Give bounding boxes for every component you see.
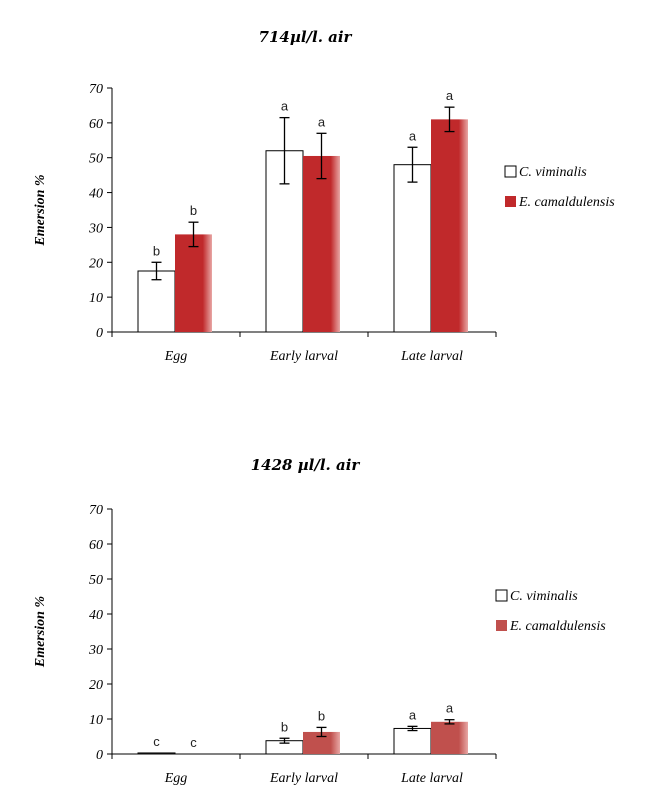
y-tick-label: 60 bbox=[89, 117, 103, 132]
y-tick-label: 70 bbox=[89, 82, 103, 97]
y-tick-label: 60 bbox=[89, 538, 103, 553]
y-tick-label: 30 bbox=[88, 221, 103, 236]
bar-ecamaldulensis-1 bbox=[303, 731, 340, 754]
legend-label: E. camaldulensis bbox=[509, 619, 606, 634]
x-tick-label: Early larval bbox=[269, 349, 338, 364]
legend-swatch bbox=[496, 620, 507, 631]
chart-title: 714µl/l. air bbox=[259, 28, 353, 46]
y-tick-label: 10 bbox=[89, 291, 103, 306]
chart-title: 1428 µl/l. air bbox=[251, 456, 361, 474]
bar-ecamaldulensis-1 bbox=[303, 155, 340, 332]
y-tick-label: 20 bbox=[89, 256, 103, 271]
significance-letter: a bbox=[318, 114, 326, 129]
significance-letter: b bbox=[153, 243, 160, 258]
legend-label: C. viminalis bbox=[510, 589, 578, 604]
y-axis-label: Emersion % bbox=[33, 596, 48, 668]
y-tick-label: 0 bbox=[96, 326, 103, 341]
x-tick-label: Early larval bbox=[269, 771, 338, 786]
y-tick-label: 10 bbox=[89, 713, 103, 728]
bar-ecamaldulensis-0 bbox=[175, 234, 212, 332]
y-tick-label: 30 bbox=[88, 643, 103, 658]
legend-label: E. camaldulensis bbox=[518, 195, 615, 210]
x-tick-label: Late larval bbox=[400, 771, 463, 786]
x-tick-label: Egg bbox=[164, 771, 188, 786]
x-tick-label: Late larval bbox=[400, 349, 463, 364]
significance-letter: b bbox=[190, 203, 197, 218]
significance-letter: a bbox=[446, 88, 454, 103]
significance-letter: a bbox=[409, 128, 417, 143]
legend-label: C. viminalis bbox=[519, 165, 587, 180]
significance-letter: a bbox=[281, 99, 289, 114]
y-tick-label: 40 bbox=[89, 187, 103, 202]
chart-panel-1: 714µl/l. air 0 10 20 30 40 50 60 70 Emersion % b b E… bbox=[0, 0, 666, 385]
significance-letter: a bbox=[409, 707, 417, 722]
bar-cviminalis-2 bbox=[393, 727, 432, 755]
significance-letter: c bbox=[153, 734, 160, 749]
significance-letter: c bbox=[190, 735, 197, 750]
significance-letter: b bbox=[318, 708, 325, 723]
legend-swatch bbox=[504, 165, 517, 178]
bar-cviminalis-0 bbox=[137, 752, 176, 755]
significance-letter: b bbox=[281, 719, 288, 734]
y-tick-label: 20 bbox=[89, 678, 103, 693]
bar-ecamaldulensis-2 bbox=[431, 721, 468, 754]
y-tick-label: 40 bbox=[89, 608, 103, 623]
y-axis-label: Emersion % bbox=[33, 174, 48, 246]
y-tick-label: 70 bbox=[89, 503, 103, 518]
legend-swatch bbox=[495, 589, 508, 602]
chart-2-svg: 1428 µl/l. air 0 10 20 30 40 50 60 70 Emersion % c… bbox=[33, 456, 606, 786]
bar-cviminalis-2 bbox=[393, 164, 432, 333]
legend-swatch bbox=[505, 196, 516, 207]
chart-1-svg: 714µl/l. air 0 10 20 30 40 50 60 70 Emersion % b b E… bbox=[33, 28, 615, 364]
y-tick-label: 50 bbox=[89, 573, 103, 588]
chart-panel-2: 1428 µl/l. air 0 10 20 30 40 50 60 70 Emersion % c… bbox=[0, 400, 666, 788]
x-tick-label: Egg bbox=[164, 349, 188, 364]
y-tick-label: 0 bbox=[96, 748, 103, 763]
bar-ecamaldulensis-2 bbox=[431, 119, 468, 332]
y-tick-label: 50 bbox=[89, 152, 103, 167]
significance-letter: a bbox=[446, 701, 454, 716]
